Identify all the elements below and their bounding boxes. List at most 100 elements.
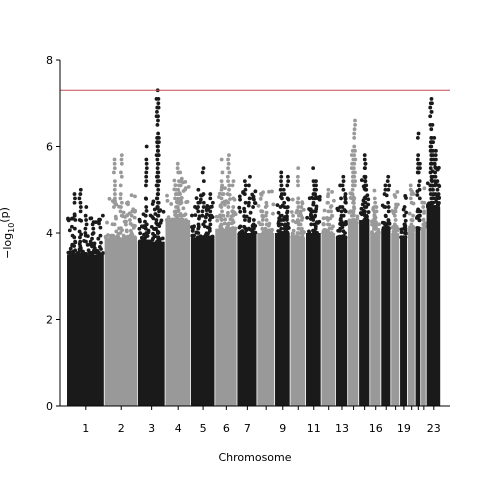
chromosome-4-peak-point bbox=[178, 183, 183, 188]
chromosome-4-point bbox=[166, 215, 171, 220]
chromosome-3-peak-point bbox=[144, 144, 149, 149]
chromosome-11-bulk bbox=[306, 233, 321, 406]
chromosome-6-point bbox=[226, 210, 230, 215]
chromosome-1-peak-point bbox=[84, 239, 88, 244]
chromosome-22-peak-point bbox=[421, 205, 426, 209]
chromosome-2-point bbox=[125, 234, 130, 239]
chromosome-3-peak-point bbox=[144, 239, 149, 244]
chromosome-14-peak-point bbox=[350, 179, 355, 184]
chromosome-10-point bbox=[290, 234, 295, 239]
chromosome-17-points bbox=[380, 174, 392, 406]
chromosome-4-peak-point bbox=[176, 213, 181, 218]
chromosome-23-peak-point bbox=[435, 196, 440, 201]
chromosome-3-peak-point bbox=[144, 179, 149, 184]
chromosome-7-peak-point bbox=[251, 222, 256, 227]
chromosome-21-peak-point bbox=[417, 179, 422, 184]
chromosome-7-peak-point bbox=[242, 192, 247, 196]
chromosome-7-point bbox=[238, 209, 243, 214]
chromosome-8-peak-point bbox=[263, 226, 268, 231]
chromosome-19-point bbox=[399, 230, 404, 235]
chromosome-9-peak-point bbox=[282, 192, 287, 196]
chromosome-7-peak-point bbox=[243, 183, 248, 188]
chromosome-5-point bbox=[203, 215, 208, 219]
chromosome-1-peak-point bbox=[84, 218, 88, 222]
chromosome-3-peak-point bbox=[144, 157, 149, 162]
chromosome-3-peak-point bbox=[156, 192, 161, 196]
chromosome-17-point bbox=[383, 226, 388, 231]
chromosome-1-peak-point bbox=[77, 218, 82, 222]
chromosome-21-peak-point bbox=[418, 161, 422, 166]
chromosome-6-point bbox=[223, 217, 228, 222]
chromosome-11-peak-point bbox=[313, 196, 317, 201]
chromosome-10-point bbox=[301, 207, 306, 212]
chromosome-4-points bbox=[164, 161, 191, 406]
x-tick-label: 13 bbox=[335, 422, 349, 435]
chromosome-16-point bbox=[372, 188, 377, 193]
chromosome-9-peak-point bbox=[285, 222, 290, 227]
chromosome-7-peak-point bbox=[251, 218, 256, 222]
chromosome-9-points bbox=[275, 170, 291, 406]
chromosome-22-point bbox=[422, 209, 426, 214]
chromosome-16-point bbox=[369, 219, 374, 224]
chromosome-10-point bbox=[289, 210, 294, 214]
chromosome-3-peak-point bbox=[155, 122, 160, 127]
chromosome-11-peak-point bbox=[311, 218, 316, 222]
chromosome-18-peak-point bbox=[393, 218, 398, 222]
chromosome-6-point bbox=[228, 197, 232, 202]
chromosome-1-point bbox=[85, 234, 90, 239]
chromosome-15-point bbox=[366, 210, 371, 214]
chromosome-14-peak-point bbox=[351, 157, 356, 162]
chromosome-6-peak-point bbox=[219, 179, 224, 184]
chromosome-15-peak-point bbox=[363, 161, 368, 166]
chromosome-4-point bbox=[181, 189, 186, 193]
chromosome-8-peak-point bbox=[260, 222, 265, 227]
chromosome-2-peak-point bbox=[112, 187, 117, 192]
chromosome-9-peak-point bbox=[282, 205, 287, 209]
chromosome-17-peak-point bbox=[386, 218, 391, 222]
chromosome-3-peak-point bbox=[157, 179, 162, 184]
chromosome-7-point bbox=[253, 201, 258, 206]
chromosome-6-peak-point bbox=[230, 209, 235, 214]
data-points bbox=[66, 88, 442, 407]
chromosome-9-peak-point bbox=[279, 179, 283, 184]
chromosome-14-peak-point bbox=[352, 174, 357, 179]
chromosome-19-peak-point bbox=[403, 226, 408, 231]
chromosome-16-peak-point bbox=[372, 196, 377, 201]
chromosome-6-peak-point bbox=[225, 222, 230, 227]
chromosome-3-point bbox=[137, 239, 142, 244]
chromosome-7-point bbox=[238, 197, 242, 202]
chromosome-14-peak-point bbox=[352, 131, 357, 136]
chromosome-3-point bbox=[161, 209, 166, 214]
chromosome-2-point bbox=[131, 225, 136, 230]
chromosome-4-bulk bbox=[165, 220, 191, 406]
chromosome-11-point bbox=[305, 215, 310, 220]
chromosome-10-peak-point bbox=[295, 218, 300, 222]
chromosome-2-point bbox=[122, 219, 127, 224]
chromosome-12-peak-point bbox=[329, 209, 333, 214]
chromosome-9-peak-point bbox=[279, 222, 284, 227]
chromosome-2-peak-point bbox=[119, 153, 124, 158]
chromosome-3-peak-point bbox=[156, 97, 161, 101]
chromosome-2-point bbox=[132, 215, 137, 220]
chromosome-5-peak-point bbox=[196, 209, 201, 214]
chromosome-2-point bbox=[130, 209, 135, 214]
chromosome-16-peak-point bbox=[375, 231, 379, 235]
chromosome-15-bulk bbox=[359, 220, 370, 406]
chromosome-11-point bbox=[315, 220, 319, 225]
chromosome-17-peak-point bbox=[386, 187, 391, 192]
chromosome-3-bulk bbox=[137, 241, 165, 406]
chromosome-6-peak-point bbox=[227, 183, 232, 188]
chromosome-3-peak-point bbox=[157, 209, 161, 214]
chromosome-16-peak-point bbox=[372, 226, 376, 231]
chromosome-6-peak-point bbox=[226, 226, 231, 231]
chromosome-8-point bbox=[260, 226, 265, 231]
chromosome-5-peak-point bbox=[196, 205, 200, 209]
chromosome-5-point bbox=[193, 213, 198, 218]
chromosome-19-points bbox=[399, 194, 409, 406]
chromosome-3-peak-point bbox=[156, 174, 160, 179]
chromosome-2-peak-point bbox=[112, 200, 117, 205]
chromosome-5-point bbox=[194, 196, 199, 201]
chromosome-7-peak-point bbox=[248, 174, 252, 179]
chromosome-3-peak-point bbox=[143, 196, 148, 201]
chromosome-20-points bbox=[407, 183, 416, 406]
